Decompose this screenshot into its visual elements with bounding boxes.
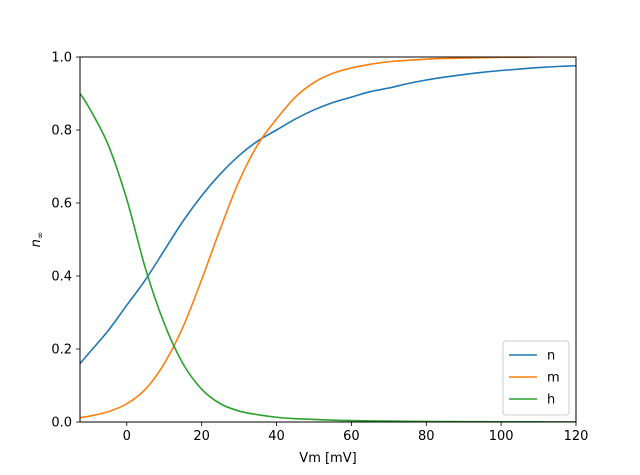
- x-axis: 0 20 40 60 80 100 120: [123, 422, 589, 444]
- x-tick-label: 20: [193, 429, 210, 444]
- plot-frame: [79, 56, 577, 423]
- y-tick-label: 1.0: [51, 51, 72, 66]
- y-tick-label: 0.8: [51, 124, 72, 139]
- x-tick-label: 80: [418, 429, 435, 444]
- legend-box: [502, 340, 570, 416]
- legend-label-m: m: [547, 371, 560, 386]
- series-layer: [80, 57, 576, 422]
- y-axis-label-base: n: [29, 239, 44, 247]
- y-tick-label: 0.0: [51, 416, 72, 431]
- series-line-m: [80, 57, 576, 419]
- x-tick-label: 120: [564, 429, 589, 444]
- x-tick-label: 0: [123, 429, 131, 444]
- series-line-n: [80, 64, 576, 365]
- series-line-h: [80, 93, 576, 422]
- y-tick-label: 0.2: [51, 343, 72, 358]
- x-tick-label: 40: [268, 429, 285, 444]
- y-tick-label: 0.6: [51, 197, 72, 212]
- x-tick-label: 100: [489, 429, 514, 444]
- y-tick-label: 0.4: [51, 270, 72, 285]
- x-axis-label: Vm [mV]: [299, 451, 356, 466]
- y-axis-label: n∞: [29, 232, 46, 248]
- legend: nmh: [502, 340, 570, 416]
- x-tick-label: 60: [343, 429, 360, 444]
- y-axis: 0.0 0.2 0.4 0.6 0.8 1.0: [51, 51, 80, 431]
- legend-label-n: n: [547, 349, 555, 364]
- y-axis-label-subscript: ∞: [36, 232, 46, 240]
- legend-label-h: h: [547, 393, 555, 408]
